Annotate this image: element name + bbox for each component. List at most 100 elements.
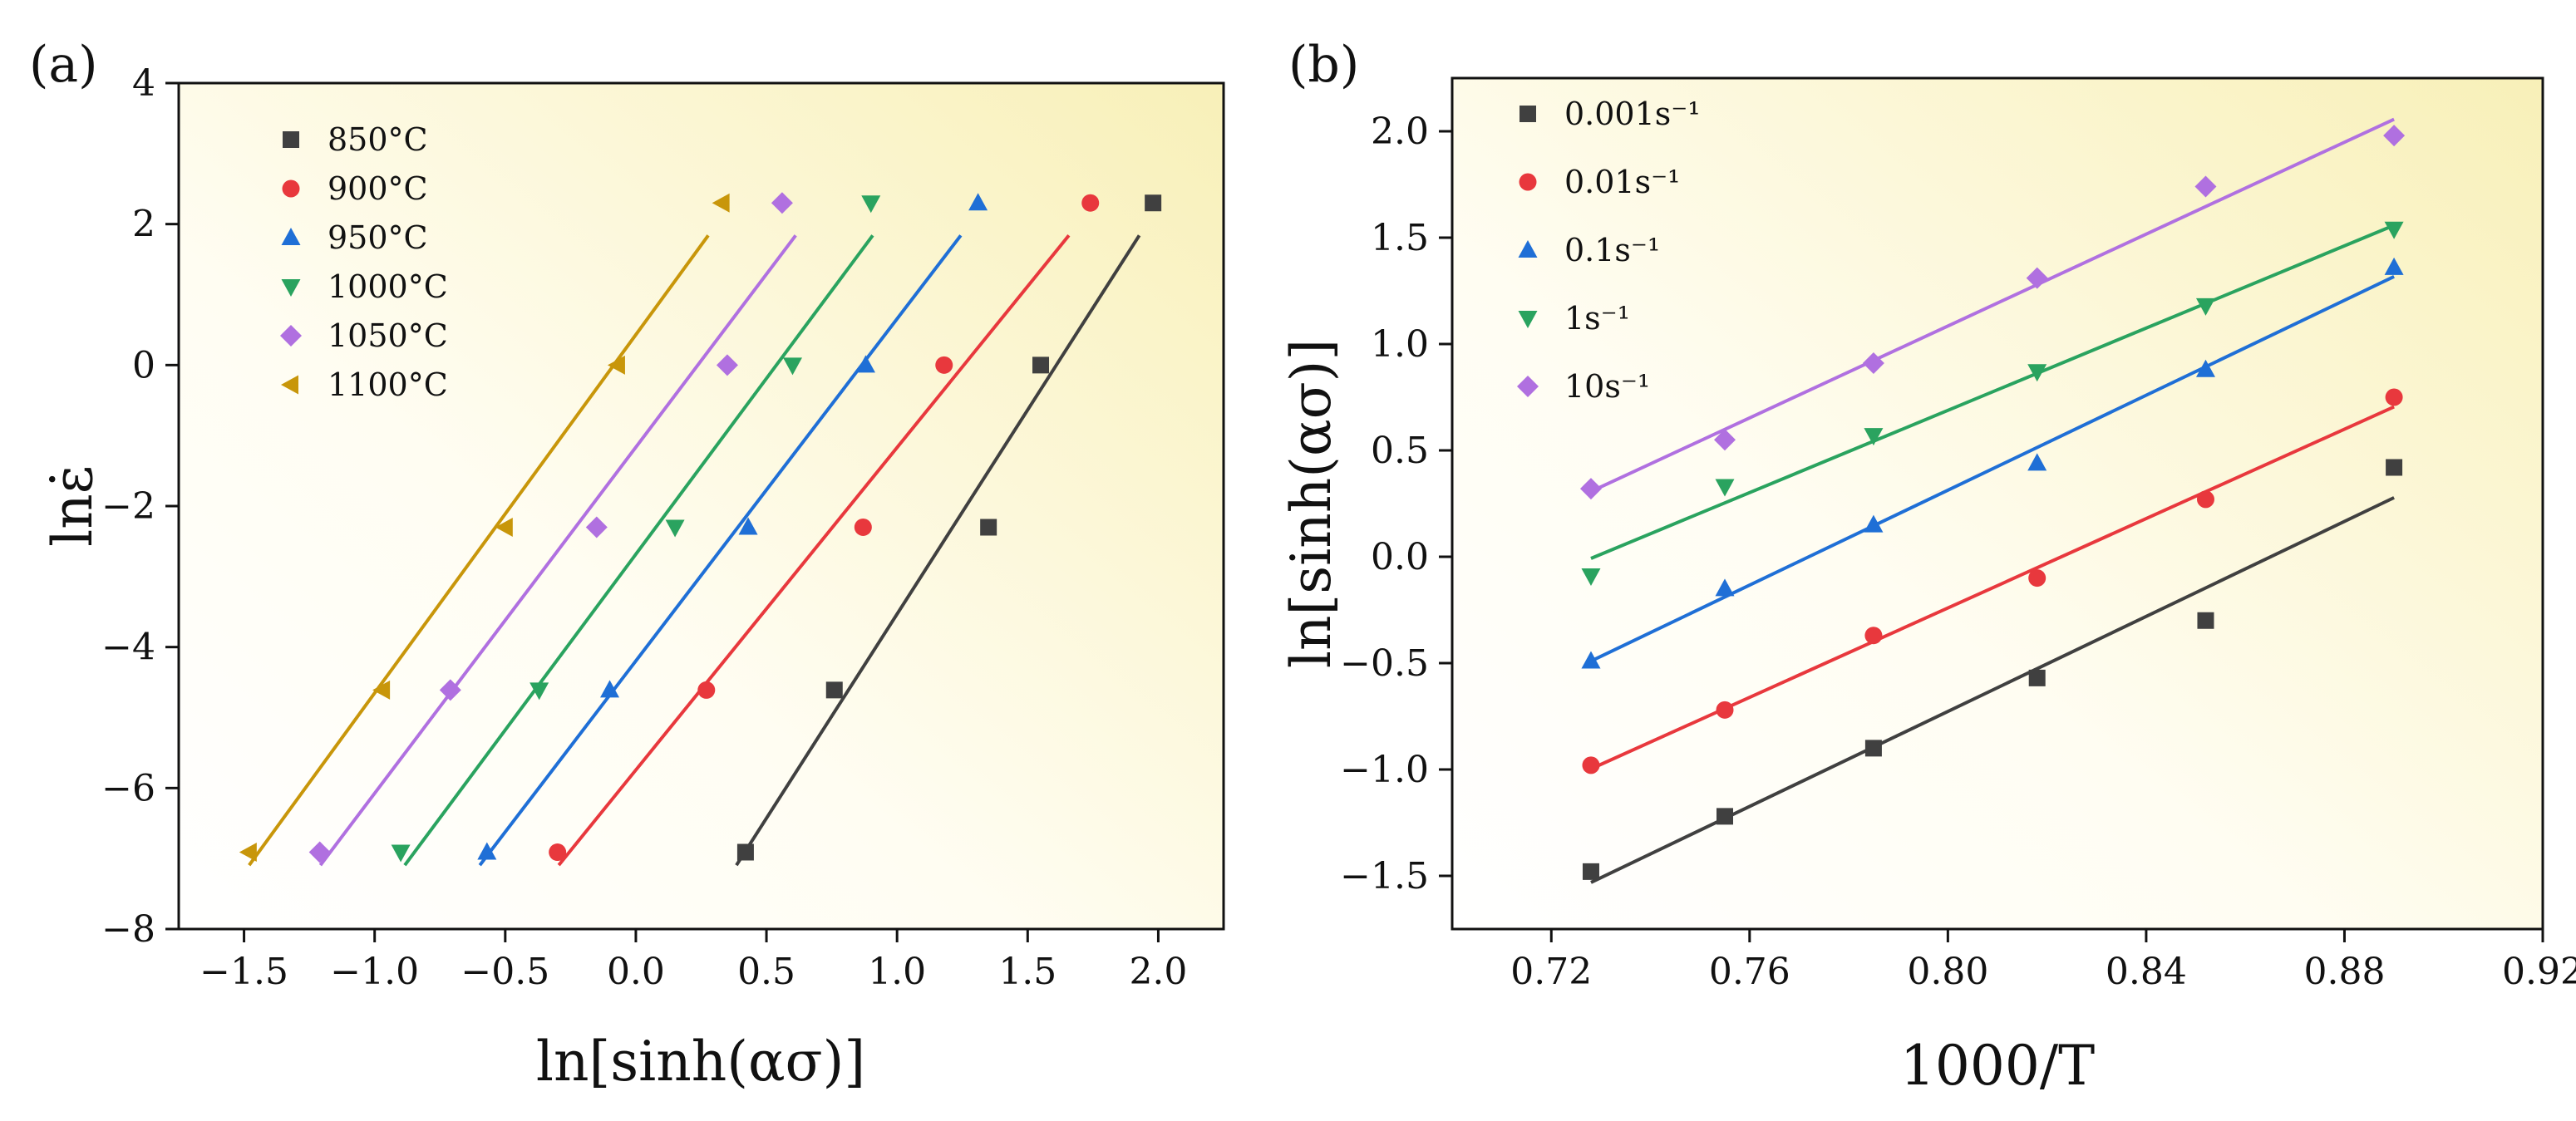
data-point xyxy=(1582,863,1599,880)
legend-b: 0.001s⁻¹ 0.01s⁻¹ 0.1s⁻¹ 1s⁻¹ 10s⁻¹ xyxy=(1517,96,1701,405)
data-point xyxy=(665,519,685,538)
fit-line xyxy=(1590,224,2395,560)
x-axis-title-a: ln[sinh(ασ)] xyxy=(536,1030,865,1094)
data-point xyxy=(585,516,608,538)
data-point xyxy=(825,681,843,699)
data-point xyxy=(697,681,716,699)
data-point xyxy=(2197,612,2214,629)
x-tick-label: 0.5 xyxy=(737,951,795,993)
data-point xyxy=(2384,257,2404,275)
x-axis-title-b: 1000/T xyxy=(1900,1034,2095,1098)
data-point xyxy=(771,192,793,214)
panel-b-label: (b) xyxy=(1288,36,1359,94)
y-tick-label: 0.5 xyxy=(1371,430,1429,472)
x-tick-label: 0.72 xyxy=(1510,951,1592,993)
data-point xyxy=(2194,175,2217,198)
legend-label: 10s⁻¹ xyxy=(1564,368,1650,405)
x-tick-label: 0.84 xyxy=(2106,951,2187,993)
data-point xyxy=(2195,297,2215,316)
data-point xyxy=(1717,808,1733,825)
data-point xyxy=(607,355,625,375)
data-point xyxy=(716,354,738,376)
x-tick-label: 0.0 xyxy=(607,951,665,993)
data-point xyxy=(1579,478,1602,500)
data-point xyxy=(712,193,730,213)
data-point xyxy=(1032,356,1050,374)
data-point xyxy=(2028,669,2046,686)
legend-label: 0.01s⁻¹ xyxy=(1564,164,1680,200)
markers-a xyxy=(239,192,1162,863)
data-point xyxy=(980,519,997,536)
y-tick-label: −2 xyxy=(101,485,155,528)
y-tick-label: 0 xyxy=(132,344,155,386)
y-tick-label: 2.0 xyxy=(1371,111,1429,153)
y-tick-label: −0.5 xyxy=(1340,642,1429,685)
data-point xyxy=(2383,125,2406,147)
data-point xyxy=(2196,490,2214,509)
x-tick-label: −1.5 xyxy=(199,951,288,993)
legend-marker xyxy=(281,228,301,245)
data-point xyxy=(2195,359,2215,377)
data-point xyxy=(782,357,802,376)
legend-label: 850°C xyxy=(328,121,428,158)
fit-line xyxy=(735,234,1141,867)
data-point xyxy=(2386,459,2403,476)
x-tick-label: 0.76 xyxy=(1709,951,1790,993)
data-point xyxy=(1714,429,1736,451)
data-point xyxy=(439,679,461,701)
legend-marker xyxy=(1518,311,1538,328)
legend-label: 1050°C xyxy=(328,317,448,354)
fit-lines-a xyxy=(248,234,1141,867)
legend-label: 900°C xyxy=(328,170,428,207)
fit-line xyxy=(403,234,874,867)
data-point xyxy=(600,680,620,698)
x-tick-label: −1.0 xyxy=(330,951,419,993)
chart-panel-b: 0.72 0.76 0.80 0.84 0.88 0.92−1.5−1.0−0.50.00… xyxy=(1279,76,2576,1098)
x-tick-label: 1.5 xyxy=(998,951,1057,993)
data-point xyxy=(549,843,567,862)
data-point xyxy=(1716,701,1734,719)
x-tick-label: 0.92 xyxy=(2502,951,2576,993)
data-point xyxy=(308,841,331,863)
data-point xyxy=(1582,756,1600,774)
data-point xyxy=(2385,388,2403,406)
legend-marker xyxy=(281,375,298,395)
data-point xyxy=(2026,267,2048,289)
data-point xyxy=(372,680,391,700)
data-point xyxy=(477,842,497,860)
data-point xyxy=(2028,569,2047,588)
y-tick-label: −1.0 xyxy=(1340,749,1429,791)
markers-b xyxy=(1579,125,2406,880)
y-tick-label: −8 xyxy=(101,908,155,951)
y-tick-label: −1.5 xyxy=(1340,855,1429,897)
data-point xyxy=(1715,578,1735,597)
legend-marker xyxy=(1519,106,1536,122)
data-point xyxy=(935,356,953,374)
x-tick-label: 0.80 xyxy=(1907,951,1988,993)
y-tick-label: −4 xyxy=(101,627,155,669)
panel-a-label: (a) xyxy=(29,36,98,94)
data-point xyxy=(2027,453,2047,471)
legend-label: 1000°C xyxy=(328,268,448,305)
data-point xyxy=(855,355,875,373)
data-point xyxy=(854,518,872,536)
y-tick-label: 1.5 xyxy=(1371,217,1429,259)
y-tick-label: −6 xyxy=(101,767,155,809)
plot-area-b xyxy=(1451,76,2544,931)
legend-label: 1100°C xyxy=(328,366,448,403)
legend-marker xyxy=(1519,173,1537,191)
x-tick-label: −0.5 xyxy=(461,951,549,993)
y-tick-label: 1.0 xyxy=(1371,323,1429,366)
plot-area-a xyxy=(177,81,1225,931)
chart-panel-a: −1.5 −1.0 −0.5 0.0 0.5 1.0 1.5 2.0 −8 −6 −4 −2 0 2 4 8… xyxy=(41,62,1225,1094)
legend-marker xyxy=(283,131,299,148)
data-point xyxy=(1864,514,1884,533)
data-point xyxy=(2027,364,2047,382)
data-point xyxy=(968,193,988,211)
data-point xyxy=(1145,194,1162,212)
legend-marker xyxy=(1517,376,1539,397)
data-point xyxy=(1864,627,1883,645)
legend-label: 0.1s⁻¹ xyxy=(1564,232,1660,268)
data-point xyxy=(391,844,411,863)
